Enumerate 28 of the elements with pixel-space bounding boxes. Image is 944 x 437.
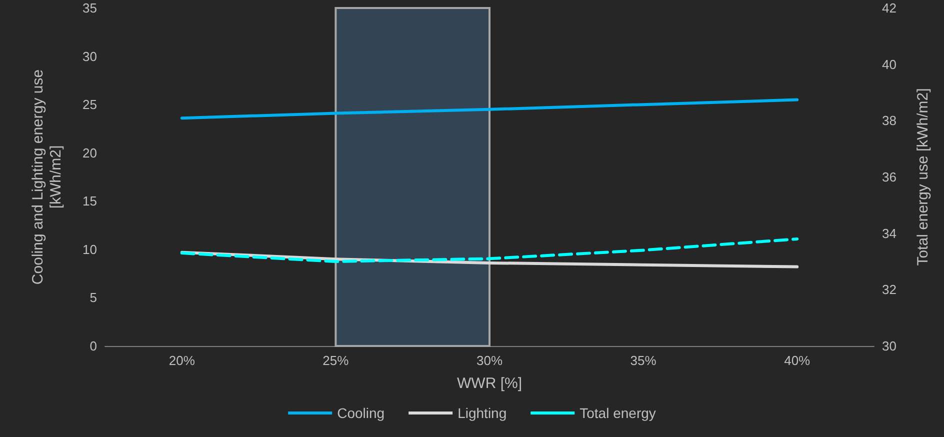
x-tick-label: 25% <box>322 353 350 368</box>
x-tick-label: 30% <box>476 353 503 368</box>
line-series <box>180 98 799 120</box>
y-tick-label: 35 <box>82 0 97 16</box>
x-tick-label: 40% <box>784 353 811 368</box>
y2-tick-label: 36 <box>882 170 896 184</box>
y2-tick-label: 40 <box>882 56 896 72</box>
x-tick-label: 35% <box>630 353 657 368</box>
y-tick-label: 20 <box>82 145 97 160</box>
line-series <box>180 237 799 263</box>
x-axis-title: WWR [%] <box>457 375 522 392</box>
y-axis-title: Cooling and Lighting energy use [kWh/m2] <box>30 69 64 285</box>
legend-label: Lighting <box>458 405 507 421</box>
y2-tick-label: 32 <box>882 282 896 298</box>
y-tick-label: 30 <box>82 48 97 64</box>
x-tick-label: 20% <box>168 353 196 368</box>
y2-tick-label: 34 <box>882 226 896 241</box>
y-tick-label: 0 <box>90 338 97 354</box>
legend-label: Total energy <box>580 405 656 421</box>
legend-label: Cooling <box>337 405 385 421</box>
y2-tick-label: 30 <box>882 338 896 354</box>
y2-tick-label: 42 <box>882 0 896 16</box>
y-tick-label: 10 <box>82 242 97 257</box>
y-tick-label: 25 <box>82 97 97 112</box>
y2-tick-label: 38 <box>882 113 896 128</box>
y-tick-label: 5 <box>90 290 97 306</box>
y-tick-label: 15 <box>82 194 97 209</box>
y2-axis-title: Total energy use [kWh/m2] <box>914 88 932 266</box>
